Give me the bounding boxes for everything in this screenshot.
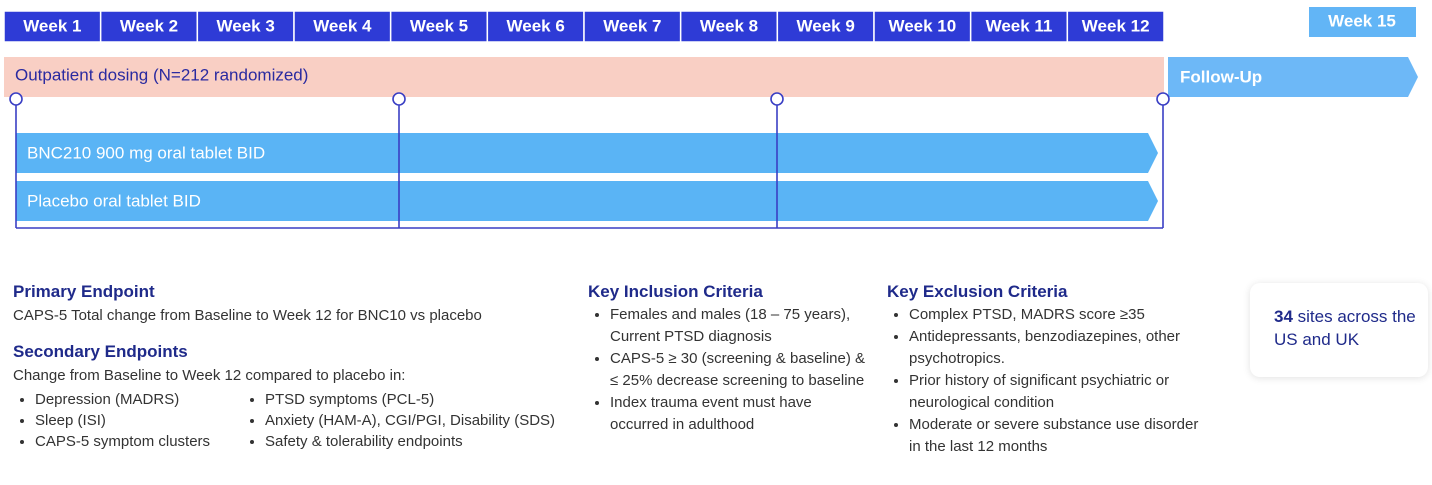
week-label: Week 9 — [797, 16, 855, 35]
bullet: Index trauma event must have occurred in… — [610, 392, 872, 436]
bullet: Moderate or severe substance use disorde… — [909, 414, 1201, 458]
week-label: Week 2 — [120, 16, 178, 35]
week-box — [3, 10, 102, 43]
sites-count: 34 — [1274, 307, 1293, 326]
follow-up-label: Follow-Up — [1180, 67, 1262, 86]
dosing-label: Outpatient dosing (N=212 randomized) — [15, 65, 308, 84]
bullet: Prior history of significant psychiatric… — [909, 370, 1201, 414]
week-label: Week 11 — [986, 16, 1053, 35]
follow-up-arrow — [1168, 57, 1418, 97]
week-box — [679, 10, 779, 43]
sites-desc: sites across the US and UK — [1274, 307, 1416, 349]
secondary-list: Depression (MADRS) Sleep (ISI) CAPS-5 sy… — [13, 389, 250, 452]
inclusion-title: Key Inclusion Criteria — [588, 282, 763, 301]
week-label: Week 4 — [313, 16, 372, 35]
week-box — [1066, 10, 1165, 43]
week-label: Week 12 — [1082, 16, 1150, 35]
week-label: Week 8 — [700, 16, 758, 35]
bullet: CAPS-5 symptom clusters — [35, 431, 250, 452]
arm-label: BNC210 900 mg oral tablet BID — [27, 143, 265, 162]
week-box — [583, 10, 682, 43]
bullet: Anxiety (HAM-A), CGI/PGI, Disability (SD… — [265, 410, 605, 431]
week-label: Week 10 — [888, 16, 956, 35]
bullet: Sleep (ISI) — [35, 410, 250, 431]
bullet: Complex PTSD, MADRS score ≥35 — [909, 304, 1201, 326]
secondary-title: Secondary Endpoints — [13, 342, 188, 361]
bullet: PTSD symptoms (PCL-5) — [265, 389, 605, 410]
exclusion-title: Key Exclusion Criteria — [887, 282, 1068, 301]
arm-arrow — [16, 181, 1158, 221]
arm-arrow — [16, 133, 1158, 173]
exclusion-list: Complex PTSD, MADRS score ≥35 Antidepres… — [887, 304, 1201, 458]
secondary-list: PTSD symptoms (PCL-5) Anxiety (HAM-A), C… — [243, 389, 605, 452]
sites-text: 34 sites across the US and UK — [1274, 305, 1424, 351]
week-box — [873, 10, 972, 43]
week-label: Week 7 — [603, 16, 661, 35]
week-label: Week 3 — [217, 16, 275, 35]
week-label: Week 5 — [410, 16, 468, 35]
bullet: Females and males (18 – 75 years), Curre… — [610, 304, 872, 348]
week-box — [776, 10, 875, 43]
sites-card: 34 sites across the US and UK — [1250, 283, 1428, 377]
primary-title: Primary Endpoint — [13, 282, 155, 301]
bullet: Antidepressants, benzodiazepines, other … — [909, 326, 1201, 370]
week-box — [99, 10, 199, 43]
dosing-bar — [4, 57, 1164, 97]
week-box — [486, 10, 585, 43]
week-label: Week 6 — [507, 16, 565, 35]
week15-label: Week 15 — [1328, 11, 1396, 30]
week-label: Week 1 — [23, 16, 81, 35]
week15-box — [1309, 7, 1416, 37]
bullet: CAPS-5 ≥ 30 (screening & baseline) & ≤ 2… — [610, 348, 872, 392]
inclusion-list: Females and males (18 – 75 years), Curre… — [588, 304, 872, 436]
week-row: Week 1 Week 2 Week 3 Week 4 Week 5 Week 6 Week… — [3, 10, 1165, 43]
visit-markers — [9, 92, 1170, 229]
primary-text: CAPS-5 Total change from Baseline to Wee… — [13, 307, 482, 324]
bullet: Safety & tolerability endpoints — [265, 431, 605, 452]
week-box — [196, 10, 295, 43]
week-box — [389, 10, 489, 43]
arm-label: Placebo oral tablet BID — [27, 191, 201, 210]
secondary-intro: Change from Baseline to Week 12 compared… — [13, 367, 406, 384]
timeline: Week 1 Week 2 Week 3 Week 4 Week 5 Week 6 Week… — [3, 7, 1418, 229]
bullet: Depression (MADRS) — [35, 389, 250, 410]
